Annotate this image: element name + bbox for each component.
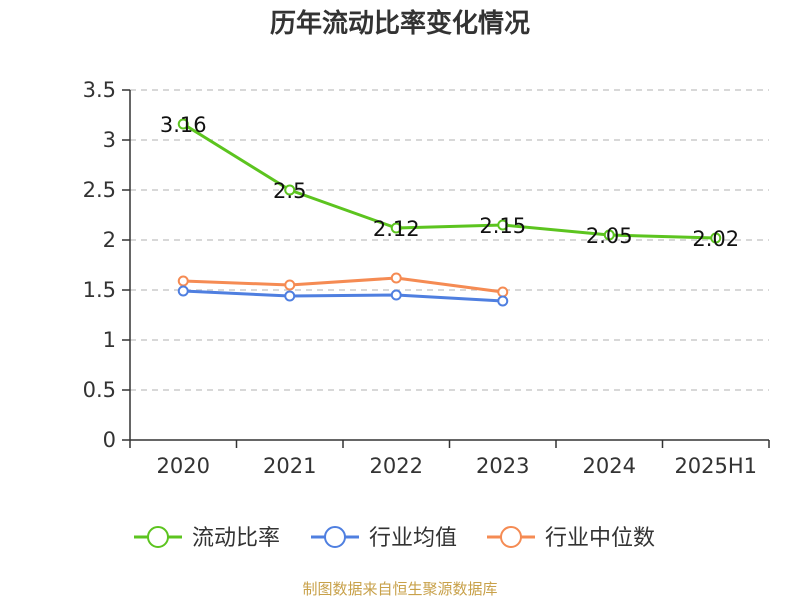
series-line-0 bbox=[182, 122, 716, 240]
series-line-1 bbox=[183, 289, 503, 303]
data-point bbox=[177, 275, 189, 287]
data-point bbox=[390, 272, 402, 284]
data-labels: 3.16 2.5 2.12 2.15 2.05 2.02 bbox=[160, 113, 739, 251]
legend-label: 行业中位数 bbox=[545, 526, 655, 551]
data-label: 2.5 bbox=[273, 179, 306, 203]
data-point bbox=[710, 232, 722, 244]
x-tick-label: 2022 bbox=[370, 454, 423, 478]
y-tick-label: 2.5 bbox=[83, 178, 116, 202]
axes: 0 0.5 1 1.5 2 2.5 3 3.5 2020 2021 2022 2023 2024 2025… bbox=[83, 78, 770, 478]
series-lines bbox=[177, 118, 722, 307]
x-tick-label: 2021 bbox=[263, 454, 316, 478]
y-tick-label: 1.5 bbox=[83, 278, 116, 302]
data-label: 2.02 bbox=[692, 227, 739, 251]
data-point bbox=[497, 286, 509, 298]
y-tick-label: 1 bbox=[103, 328, 116, 352]
y-tick-label: 3.5 bbox=[83, 78, 116, 102]
series-line-2 bbox=[183, 276, 503, 294]
y-tick-label: 0 bbox=[103, 428, 116, 452]
legend-label: 行业均值 bbox=[369, 526, 457, 551]
y-tick-label: 0.5 bbox=[83, 378, 116, 402]
legend-marker bbox=[500, 526, 522, 548]
data-point bbox=[390, 222, 402, 234]
data-point bbox=[497, 219, 509, 231]
legend: 流动比率 行业均值 行业中位数 bbox=[134, 526, 655, 551]
grid-lines bbox=[130, 89, 769, 391]
y-tick-label: 3 bbox=[103, 128, 116, 152]
chart-title: 历年流动比率变化情况 bbox=[270, 8, 530, 39]
x-tick-label: 2020 bbox=[157, 454, 210, 478]
data-point bbox=[284, 184, 296, 196]
data-point bbox=[497, 295, 509, 307]
data-point bbox=[603, 229, 615, 241]
data-label: 2.12 bbox=[373, 217, 420, 241]
source-note: 制图数据来自恒生聚源数据库 bbox=[302, 580, 497, 598]
x-tick-label: 2024 bbox=[583, 454, 636, 478]
legend-item: 行业均值 bbox=[311, 526, 457, 551]
data-point bbox=[390, 289, 402, 301]
data-point bbox=[177, 285, 189, 297]
x-tick-label: 2025H1 bbox=[674, 454, 757, 478]
data-point bbox=[284, 279, 296, 291]
legend-marker bbox=[324, 526, 346, 548]
data-label: 2.15 bbox=[479, 214, 526, 238]
data-label: 3.16 bbox=[160, 113, 207, 137]
y-tick-label: 2 bbox=[103, 228, 116, 252]
data-point bbox=[177, 118, 189, 130]
legend-label: 流动比率 bbox=[192, 526, 280, 551]
legend-marker bbox=[147, 526, 169, 548]
data-label: 2.05 bbox=[586, 224, 633, 248]
data-point bbox=[284, 290, 296, 302]
legend-item: 行业中位数 bbox=[487, 526, 655, 551]
x-tick-label: 2023 bbox=[476, 454, 529, 478]
legend-item: 流动比率 bbox=[134, 526, 280, 551]
